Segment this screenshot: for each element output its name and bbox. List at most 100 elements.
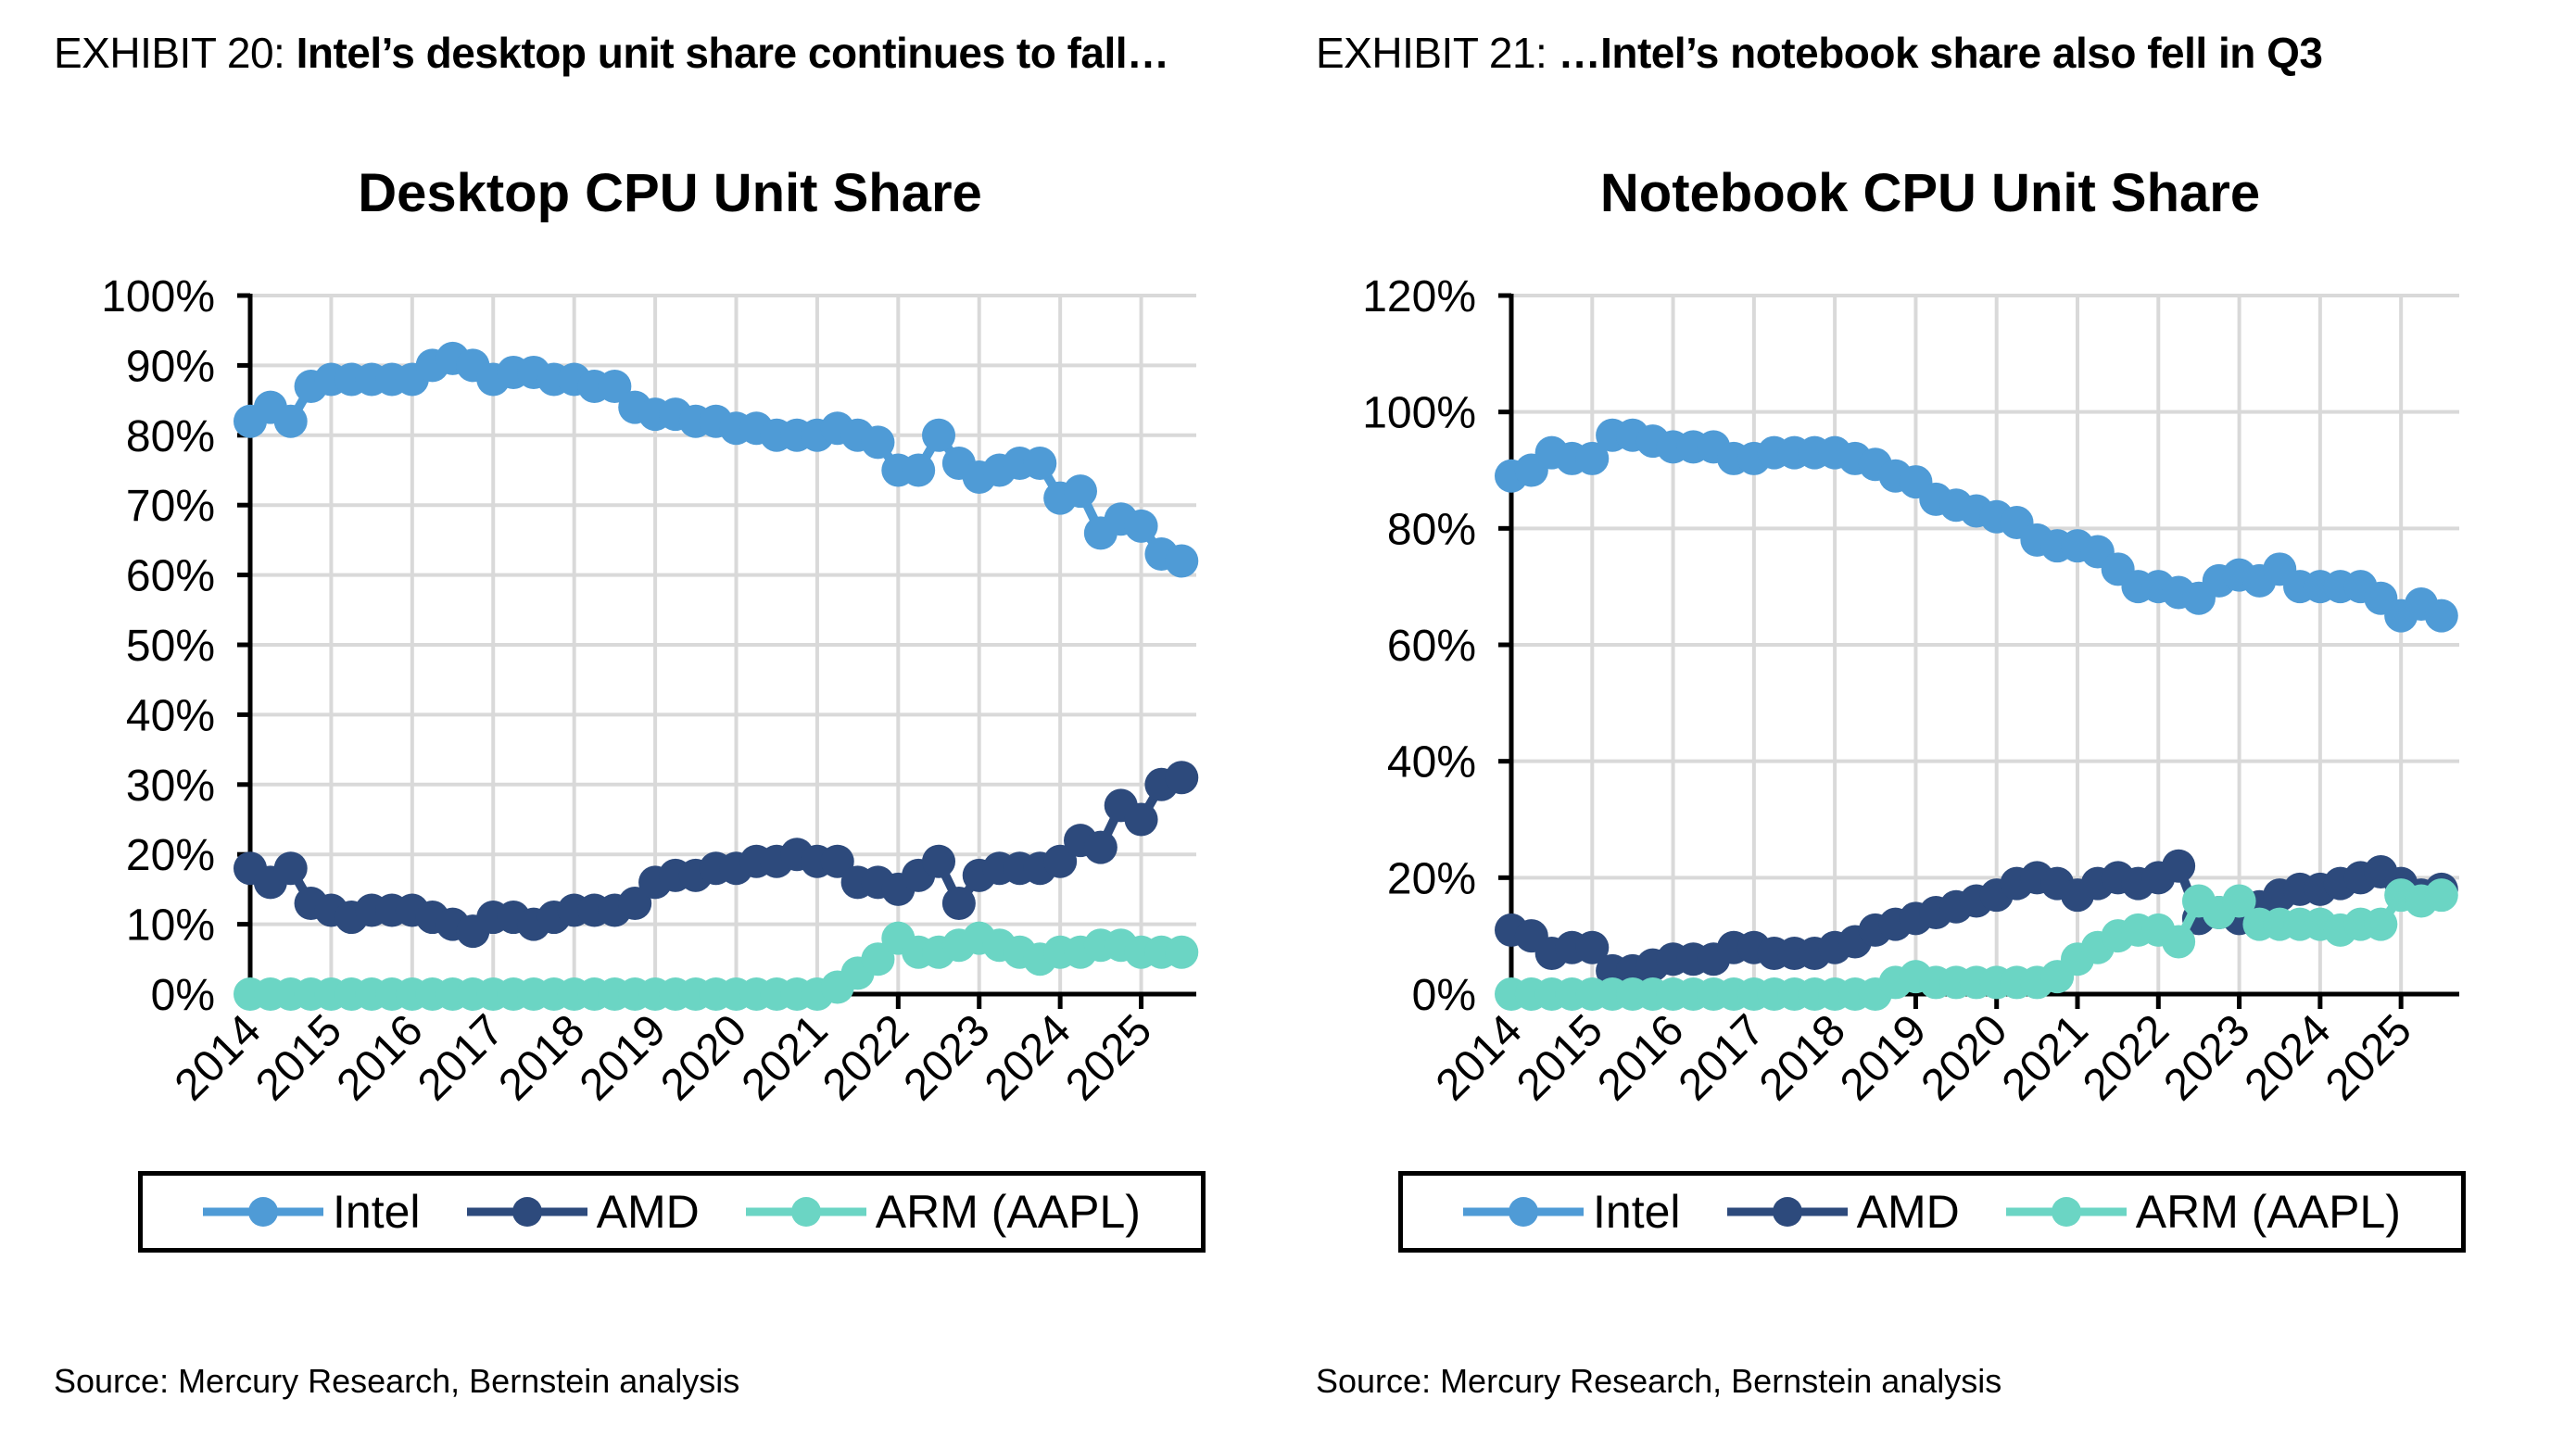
x-tick-label: 2025 bbox=[2317, 1005, 2421, 1110]
data-point bbox=[1165, 935, 1199, 969]
exhibit-20-header: EXHIBIT 20: Intel’s desktop unit share c… bbox=[54, 28, 1169, 78]
arm-swatch-icon bbox=[2005, 1197, 2127, 1227]
data-point bbox=[1575, 441, 1610, 475]
y-tick-label: 90% bbox=[126, 342, 215, 391]
y-tick-label: 80% bbox=[1387, 505, 1476, 554]
x-tick-label: 2020 bbox=[1913, 1005, 2017, 1110]
chart-title: Desktop CPU Unit Share bbox=[358, 163, 982, 223]
series-amd bbox=[1495, 849, 2458, 988]
y-tick-label: 10% bbox=[126, 901, 215, 951]
x-tick-label: 2024 bbox=[976, 1005, 1080, 1110]
y-tick-label: 0% bbox=[151, 971, 215, 1020]
chart-0: Desktop CPU Unit Share 0% 10% 20% 30% 40% 50% 6… bbox=[101, 163, 1199, 1110]
legend-label: Intel bbox=[333, 1186, 421, 1238]
data-point bbox=[1083, 830, 1118, 864]
x-tick-label: 2018 bbox=[489, 1005, 594, 1110]
data-point bbox=[1124, 509, 1158, 543]
y-tick-label: 60% bbox=[1387, 622, 1476, 671]
y-tick-label: 20% bbox=[1387, 854, 1476, 903]
intel-swatch-icon bbox=[203, 1197, 324, 1227]
y-tick-label: 100% bbox=[101, 272, 215, 321]
x-tick-label: 2023 bbox=[895, 1005, 1000, 1110]
source-note: Source: Mercury Research, Bernstein anal… bbox=[54, 1362, 740, 1400]
data-point bbox=[902, 453, 936, 487]
y-tick-label: 120% bbox=[1362, 272, 1476, 321]
legend-label: AMD bbox=[1856, 1186, 1960, 1238]
y-tick-label: 80% bbox=[126, 412, 215, 461]
legend-label: ARM (AAPL) bbox=[2135, 1186, 2401, 1238]
amd-swatch-icon bbox=[1726, 1197, 1848, 1227]
x-tick-label: 2023 bbox=[2154, 1005, 2259, 1110]
x-tick-label: 2019 bbox=[571, 1005, 676, 1110]
exhibit-21-header: EXHIBIT 21: …Intel’s notebook share also… bbox=[1316, 28, 2323, 78]
y-tick-label: 60% bbox=[126, 552, 215, 601]
x-tick-label: 2014 bbox=[166, 1005, 271, 1110]
data-point bbox=[598, 370, 632, 404]
x-tick-label: 2016 bbox=[1588, 1005, 1693, 1110]
legend-item-intel: Intel bbox=[203, 1185, 421, 1239]
series-arm-aapl bbox=[1495, 878, 2458, 1011]
exhibit-label: EXHIBIT 20: bbox=[54, 29, 285, 77]
data-point bbox=[2424, 878, 2458, 913]
x-tick-label: 2019 bbox=[1831, 1005, 1936, 1110]
data-point bbox=[2162, 849, 2196, 883]
y-tick-label: 20% bbox=[126, 831, 215, 880]
legend-item-amd: AMD bbox=[1726, 1185, 1960, 1239]
x-tick-label: 2025 bbox=[1056, 1005, 1161, 1110]
series-intel bbox=[1495, 418, 2458, 633]
x-tick-label: 2016 bbox=[328, 1005, 433, 1110]
legend-item-arm: ARM (AAPL) bbox=[2005, 1185, 2401, 1239]
legend-desktop: Intel AMD ARM (AAPL) bbox=[138, 1171, 1206, 1253]
amd-swatch-icon bbox=[466, 1197, 587, 1227]
data-point bbox=[273, 404, 308, 438]
data-point bbox=[1043, 844, 1078, 878]
x-tick-label: 2021 bbox=[733, 1005, 838, 1110]
intel-swatch-icon bbox=[1463, 1197, 1585, 1227]
data-point bbox=[861, 942, 895, 976]
x-tick-label: 2017 bbox=[409, 1005, 513, 1110]
chart-1: Notebook CPU Unit Share 0% 20% 40% 60% 80% 100… bbox=[1362, 163, 2459, 1110]
data-point bbox=[1063, 474, 1097, 509]
arm-swatch-icon bbox=[745, 1197, 866, 1227]
data-point bbox=[820, 844, 854, 878]
x-tick-label: 2021 bbox=[1993, 1005, 2098, 1110]
y-tick-label: 40% bbox=[126, 691, 215, 740]
data-point bbox=[1575, 930, 1610, 964]
x-tick-label: 2022 bbox=[2074, 1005, 2178, 1110]
series-intel bbox=[234, 341, 1199, 578]
x-tick-label: 2015 bbox=[1508, 1005, 1612, 1110]
exhibit-headline: …Intel’s notebook share also fell in Q3 bbox=[1558, 29, 2323, 77]
y-tick-label: 0% bbox=[1412, 971, 1476, 1020]
data-point bbox=[618, 886, 652, 920]
legend-label: Intel bbox=[1593, 1186, 1681, 1238]
data-point bbox=[861, 425, 895, 460]
x-tick-label: 2018 bbox=[1750, 1005, 1855, 1110]
data-point bbox=[2222, 884, 2256, 918]
legend-item-arm: ARM (AAPL) bbox=[745, 1185, 1141, 1239]
data-point bbox=[1023, 446, 1057, 480]
y-tick-label: 40% bbox=[1387, 738, 1476, 788]
legend-item-amd: AMD bbox=[466, 1185, 700, 1239]
source-note: Source: Mercury Research, Bernstein anal… bbox=[1316, 1362, 2002, 1400]
y-tick-label: 70% bbox=[126, 482, 215, 531]
exhibit-label: EXHIBIT 21: bbox=[1316, 29, 1547, 77]
x-tick-label: 2014 bbox=[1427, 1005, 1532, 1110]
data-point bbox=[922, 844, 956, 878]
data-point bbox=[1165, 544, 1199, 578]
series-amd bbox=[234, 761, 1199, 949]
x-tick-label: 2022 bbox=[814, 1005, 918, 1110]
data-point bbox=[1165, 761, 1199, 795]
x-tick-label: 2020 bbox=[651, 1005, 756, 1110]
legend-label: ARM (AAPL) bbox=[875, 1186, 1141, 1238]
x-tick-label: 2015 bbox=[246, 1005, 351, 1110]
series-arm-aapl bbox=[234, 921, 1199, 1011]
y-tick-label: 50% bbox=[126, 622, 215, 671]
exhibit-headline: Intel’s desktop unit share continues to … bbox=[296, 29, 1169, 77]
data-point bbox=[273, 851, 308, 886]
chart-title: Notebook CPU Unit Share bbox=[1600, 163, 2260, 223]
legend-item-intel: Intel bbox=[1463, 1185, 1681, 1239]
data-point bbox=[2424, 598, 2458, 633]
y-tick-label: 30% bbox=[126, 762, 215, 811]
legend-label: AMD bbox=[596, 1186, 700, 1238]
